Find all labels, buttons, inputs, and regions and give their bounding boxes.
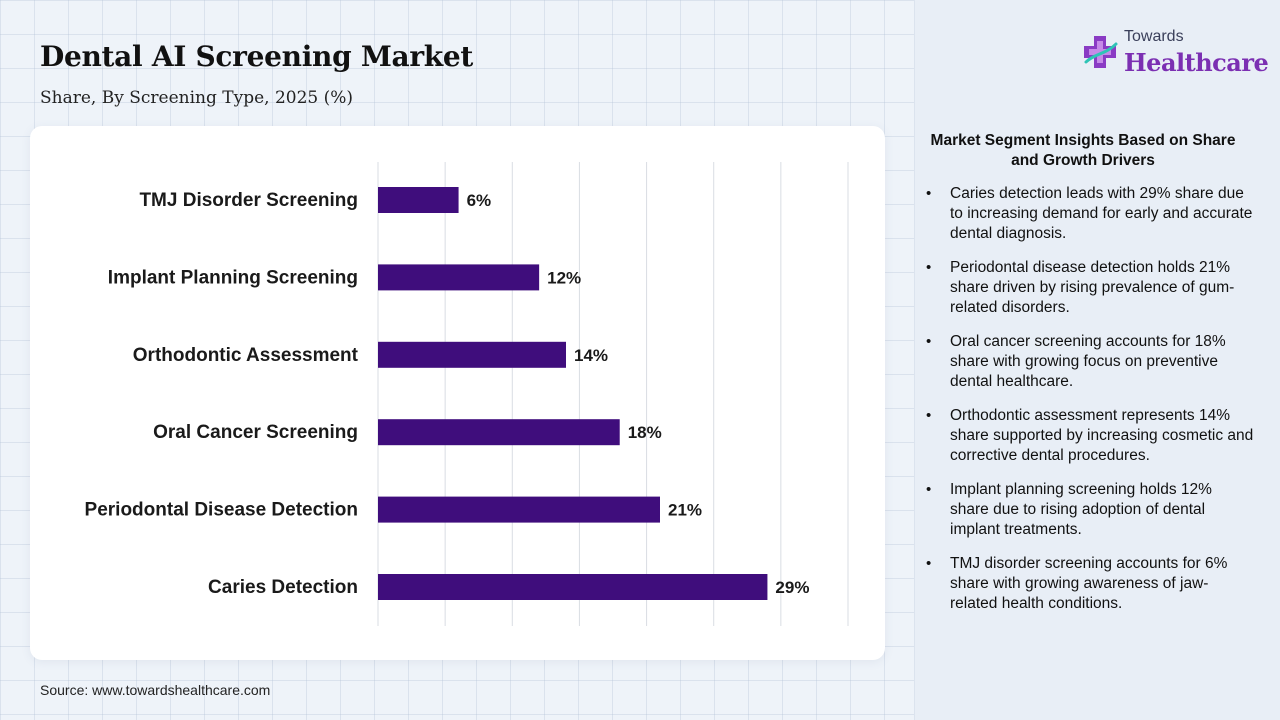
brand-name-top: Towards: [1124, 28, 1184, 45]
insights-list: • Caries detection leads with 29% share d…: [924, 184, 1254, 628]
insight-item: • Orthodontic assessment represents 14% s…: [924, 406, 1254, 466]
insight-item: • Implant planning screening holds 12% sh…: [924, 480, 1254, 540]
insights-heading: Market Segment Insights Based on Share a…: [930, 132, 1236, 169]
chart-card: TMJ Disorder Screening 6% Implant Planning…: [30, 126, 885, 660]
data-label: 29%: [775, 578, 809, 597]
bullet-icon: •: [926, 333, 932, 350]
category-label: Caries Detection: [208, 577, 358, 598]
bullet-icon: •: [926, 185, 932, 202]
insight-item: • Oral cancer screening accounts for 18% …: [924, 332, 1254, 392]
insight-item: • Periodontal disease detection holds 21%…: [924, 258, 1254, 318]
insight-text: Caries detection leads with 29% share du…: [950, 185, 1253, 242]
category-label: Oral Cancer Screening: [153, 422, 358, 443]
page-subtitle: Share, By Screening Type, 2025 (%): [40, 88, 354, 108]
source-note: Source: www.towardshealthcare.com: [40, 682, 271, 698]
insight-text: TMJ disorder screening accounts for 6% s…: [950, 555, 1228, 612]
bar: [378, 419, 620, 446]
brand-name-main: Healthcare: [1124, 48, 1269, 77]
category-label: Orthodontic Assessment: [133, 345, 359, 366]
insight-text: Oral cancer screening accounts for 18% s…: [950, 333, 1226, 390]
data-label: 18%: [628, 423, 662, 442]
bullet-icon: •: [926, 555, 932, 572]
data-label: 14%: [574, 346, 608, 365]
data-label: 21%: [668, 501, 702, 520]
insights-panel: [914, 0, 1280, 720]
bar: [378, 496, 660, 523]
insight-item: • TMJ disorder screening accounts for 6% …: [924, 554, 1254, 614]
bar-chart: TMJ Disorder Screening 6% Implant Planning…: [85, 162, 849, 626]
bar: [378, 187, 459, 213]
insight-item: • Caries detection leads with 29% share d…: [924, 184, 1254, 244]
bullet-icon: •: [926, 481, 932, 498]
insight-text: Periodontal disease detection holds 21% …: [950, 259, 1235, 316]
insight-text: Orthodontic assessment represents 14% sh…: [950, 407, 1254, 464]
bullet-icon: •: [926, 259, 932, 276]
bullet-icon: •: [926, 407, 932, 424]
page-title: Dental AI Screening Market: [40, 40, 474, 73]
insight-text: Implant planning screening holds 12% sha…: [950, 481, 1212, 538]
data-label: 12%: [547, 268, 581, 287]
bar: [378, 264, 540, 291]
data-label: 6%: [467, 191, 492, 210]
category-label: Periodontal Disease Detection: [85, 500, 358, 521]
bar: [378, 341, 566, 368]
category-label: TMJ Disorder Screening: [139, 190, 358, 211]
category-label: Implant Planning Screening: [108, 267, 358, 288]
bar: [378, 574, 768, 600]
medical-cross-icon: [1084, 36, 1118, 68]
brand-logo: Towards Healthcare: [1080, 26, 1269, 80]
